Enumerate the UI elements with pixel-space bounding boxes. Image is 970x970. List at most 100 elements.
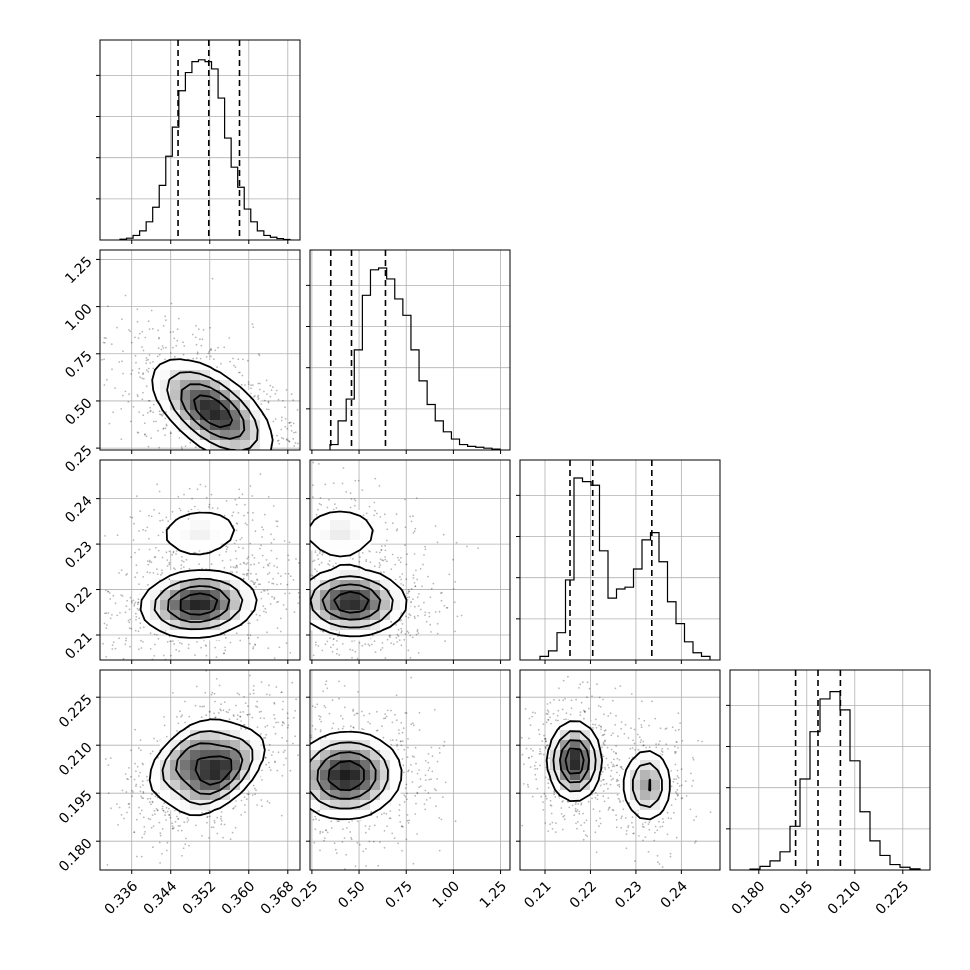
- scatter-point: [400, 557, 402, 559]
- scatter-point: [268, 694, 271, 696]
- scatter-point: [112, 411, 114, 414]
- scatter-point: [138, 411, 141, 413]
- scatter-point: [216, 366, 219, 368]
- scatter-point: [332, 638, 335, 640]
- scatter-point: [131, 369, 134, 372]
- scatter-point: [274, 806, 276, 808]
- density-cell: [180, 420, 191, 431]
- scatter-point: [195, 357, 198, 360]
- scatter-point: [243, 514, 245, 517]
- scatter-point: [159, 519, 162, 522]
- scatter-point: [323, 837, 326, 839]
- scatter-point: [262, 528, 265, 531]
- scatter-point: [314, 568, 316, 571]
- scatter-point: [133, 778, 136, 781]
- scatter-point: [260, 681, 263, 683]
- scatter-point: [229, 559, 232, 561]
- scatter-point: [152, 367, 155, 370]
- scatter-point: [316, 703, 319, 706]
- scatter-point: [124, 611, 127, 614]
- scatter-point: [401, 731, 404, 734]
- scatter-point: [217, 712, 220, 714]
- density-cell: [320, 620, 331, 631]
- scatter-point: [267, 468, 269, 470]
- scatter-point: [385, 886, 387, 888]
- scatter-point: [125, 639, 127, 642]
- scatter-point: [287, 724, 290, 727]
- scatter-point: [292, 722, 294, 724]
- scatter-point: [90, 778, 92, 780]
- scatter-point: [213, 821, 216, 824]
- scatter-point: [398, 809, 401, 811]
- density-cell: [220, 730, 231, 741]
- scatter-point: [191, 333, 194, 336]
- scatter-point: [271, 742, 273, 744]
- joint-area: [278, 460, 510, 660]
- scatter-point: [181, 464, 183, 466]
- scatter-point: [274, 732, 277, 735]
- scatter-point: [144, 529, 147, 532]
- scatter-point: [171, 510, 174, 513]
- density-cell: [210, 790, 221, 801]
- scatter-point: [146, 775, 148, 778]
- scatter-point: [186, 817, 189, 819]
- density-cell: [230, 740, 241, 751]
- scatter-point: [251, 495, 254, 497]
- scatter-point: [320, 720, 322, 723]
- scatter-point: [237, 512, 240, 514]
- scatter-point: [262, 493, 264, 495]
- scatter-point: [244, 384, 246, 386]
- scatter-point: [318, 718, 321, 721]
- scatter-point: [255, 586, 257, 588]
- scatter-point: [139, 376, 141, 379]
- scatter-point: [269, 759, 271, 761]
- scatter-point: [118, 806, 121, 809]
- scatter-point: [323, 705, 326, 707]
- scatter-point: [259, 457, 261, 459]
- scatter-point: [278, 475, 280, 477]
- density-cell: [230, 760, 241, 771]
- density-cell: [210, 610, 221, 621]
- scatter-point: [302, 758, 304, 760]
- scatter-point: [321, 630, 324, 633]
- scatter-point: [133, 831, 136, 834]
- scatter-point: [140, 795, 143, 798]
- scatter-point: [288, 422, 291, 424]
- scatter-point: [237, 466, 239, 468]
- scatter-point: [232, 357, 234, 360]
- scatter-point: [210, 493, 213, 496]
- scatter-point: [124, 773, 127, 775]
- scatter-point: [288, 591, 290, 593]
- scatter-point: [297, 795, 299, 797]
- scatter-point: [154, 795, 157, 798]
- scatter-point: [400, 722, 403, 724]
- scatter-point: [273, 713, 275, 716]
- scatter-point: [289, 513, 291, 515]
- density-cell: [190, 590, 201, 601]
- scatter-point: [301, 612, 303, 614]
- scatter-point: [302, 803, 304, 805]
- scatter-point: [425, 799, 428, 801]
- scatter-point: [104, 758, 107, 760]
- scatter-point: [400, 631, 403, 634]
- scatter-point: [86, 567, 88, 569]
- density-cell: [350, 540, 361, 551]
- scatter-point: [276, 566, 279, 569]
- density-cell: [190, 430, 201, 441]
- scatter-point: [378, 484, 381, 487]
- scatter-point: [302, 644, 304, 646]
- scatter-point: [290, 716, 292, 718]
- scatter-point: [292, 777, 294, 779]
- scatter-point: [336, 652, 338, 655]
- scatter-point: [140, 855, 143, 858]
- scatter-point: [289, 769, 292, 772]
- density-cell: [170, 600, 181, 611]
- scatter-point: [225, 710, 228, 713]
- scatter-point: [445, 606, 448, 609]
- scatter-point: [137, 747, 140, 750]
- density-cell: [320, 570, 331, 581]
- scatter-point: [188, 567, 191, 570]
- scatter-point: [152, 420, 155, 423]
- scatter-point: [161, 556, 164, 559]
- scatter-point: [235, 800, 237, 802]
